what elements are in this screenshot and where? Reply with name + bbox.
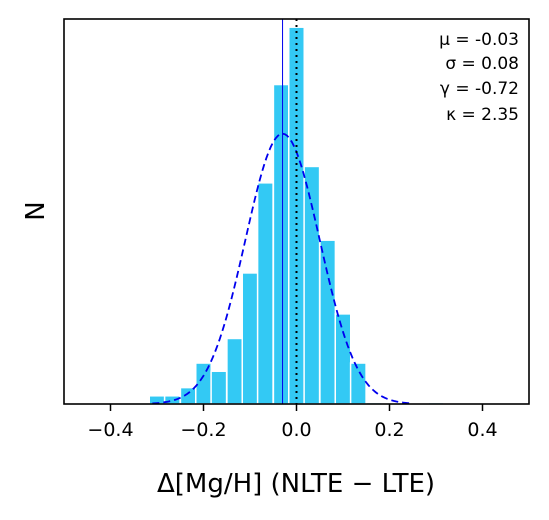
histogram-bar <box>210 370 228 405</box>
histogram-bar <box>163 395 181 405</box>
x-tick-label: 0.0 <box>281 419 311 441</box>
x-axis-label: Δ[Mg/H] (NLTE − LTE) <box>157 469 435 499</box>
histogram-bar <box>256 182 274 405</box>
x-tick-label: 0.2 <box>374 419 404 441</box>
histogram-bar <box>179 386 197 405</box>
x-tick-label: −0.4 <box>87 419 133 441</box>
histogram-bar <box>303 165 321 405</box>
stat-gamma: γ = -0.72 <box>440 79 519 99</box>
histogram-bar <box>319 239 337 405</box>
y-axis-label: N <box>21 201 51 220</box>
histogram-bar <box>195 362 212 405</box>
x-axis-ticks: −0.4 −0.2 0.0 0.2 0.4 <box>87 404 498 441</box>
histogram-bar <box>272 83 290 405</box>
histogram-bar <box>241 272 259 405</box>
stat-kappa: κ = 2.35 <box>446 105 519 125</box>
histogram-bar <box>226 337 244 405</box>
x-tick-label: −0.2 <box>180 419 226 441</box>
histogram-bar <box>288 26 305 405</box>
histogram-bar <box>334 313 352 405</box>
histogram-bar <box>349 362 367 405</box>
gaussian-fit-curve <box>152 132 413 405</box>
histogram-bars <box>133 26 445 405</box>
stat-sigma: σ = 0.08 <box>445 54 519 74</box>
stat-mu: μ = -0.03 <box>439 30 519 50</box>
x-tick-label: 0.4 <box>467 419 497 441</box>
